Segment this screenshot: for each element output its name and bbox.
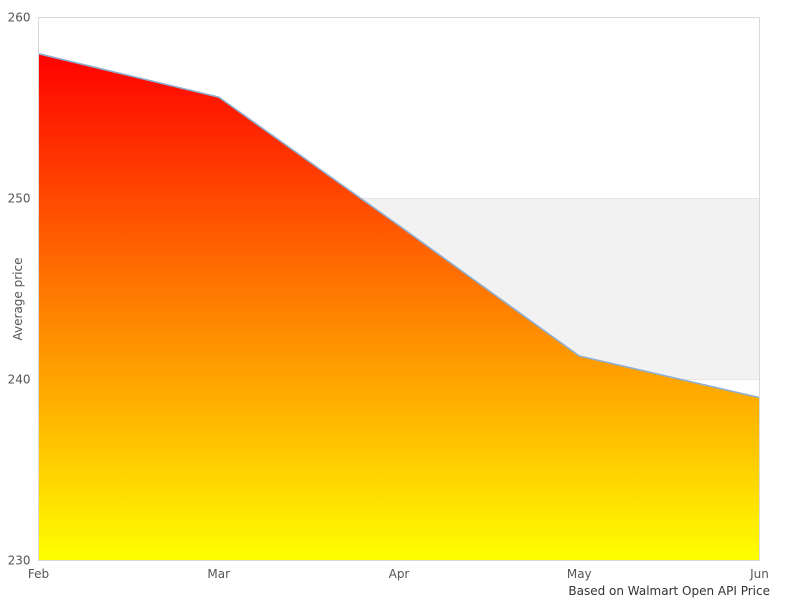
y-tick-label: 250	[8, 192, 31, 206]
plot-border	[38, 17, 760, 561]
x-tick-label: Apr	[389, 567, 410, 581]
y-tick-label: 230	[8, 554, 31, 568]
x-tick-label: May	[567, 567, 592, 581]
x-tick-label: Mar	[207, 567, 230, 581]
series-line	[38, 52, 760, 399]
x-axis-tick-labels: Feb Mar Apr May Jun	[28, 567, 769, 581]
area-fill	[38, 53, 760, 561]
price-area-series	[38, 52, 760, 561]
y-axis-tick-labels: 230 240 250 260	[8, 11, 31, 568]
y-axis-title: Average price	[11, 258, 25, 341]
x-tick-label: Feb	[28, 567, 49, 581]
chart-caption: Based on Walmart Open API Price	[568, 584, 770, 598]
y-tick-label: 240	[8, 373, 31, 387]
y-tick-label: 260	[8, 11, 31, 25]
x-tick-label: Jun	[749, 567, 769, 581]
